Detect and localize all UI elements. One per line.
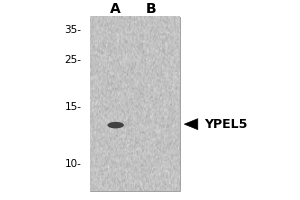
Text: 25-: 25- bbox=[64, 55, 81, 65]
Text: 10-: 10- bbox=[64, 159, 81, 169]
Bar bbox=[90, 17, 180, 191]
Text: B: B bbox=[146, 2, 157, 16]
Polygon shape bbox=[184, 119, 198, 130]
Text: 15-: 15- bbox=[64, 102, 81, 112]
Text: 35-: 35- bbox=[64, 25, 81, 35]
Text: A: A bbox=[110, 2, 121, 16]
Text: YPEL5: YPEL5 bbox=[204, 118, 247, 131]
Ellipse shape bbox=[107, 122, 124, 128]
